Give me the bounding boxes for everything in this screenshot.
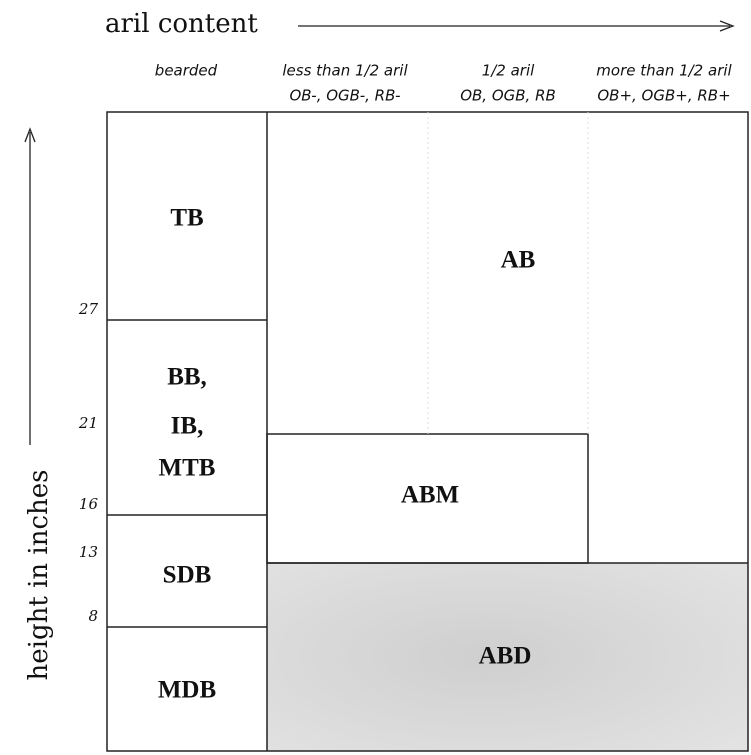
column-header: OB-, OGB-, RB-: [289, 87, 400, 105]
class-label: TB: [170, 205, 203, 232]
column-header: bearded: [155, 62, 218, 80]
class-label: ABM: [401, 482, 459, 509]
column-header: less than 1/2 aril: [282, 62, 408, 80]
class-label: AB: [501, 247, 536, 274]
column-header: more than 1/2 aril: [596, 62, 732, 80]
height-mark: 16: [79, 495, 99, 513]
column-header: 1/2 aril: [482, 62, 535, 80]
class-label: MTB: [159, 455, 216, 482]
class-label: MDB: [158, 677, 216, 704]
class-label: IB,: [171, 413, 204, 440]
class-label: BB,: [167, 364, 207, 391]
class-label: ABD: [479, 643, 532, 670]
x-axis-label: aril content: [105, 9, 258, 39]
column-header: OB, OGB, RB: [460, 87, 556, 105]
column-header: OB+, OGB+, RB+: [597, 87, 730, 105]
y-arrow-head: [24, 127, 36, 143]
height-mark: 13: [79, 543, 98, 561]
height-mark: 27: [78, 300, 99, 318]
y-axis-label: height in inches: [24, 470, 54, 681]
class-label: SDB: [163, 562, 212, 589]
height-mark: 21: [78, 414, 98, 432]
abd-shading: [267, 563, 748, 751]
x-arrow-head: [719, 20, 735, 32]
height-mark: 8: [88, 607, 98, 625]
